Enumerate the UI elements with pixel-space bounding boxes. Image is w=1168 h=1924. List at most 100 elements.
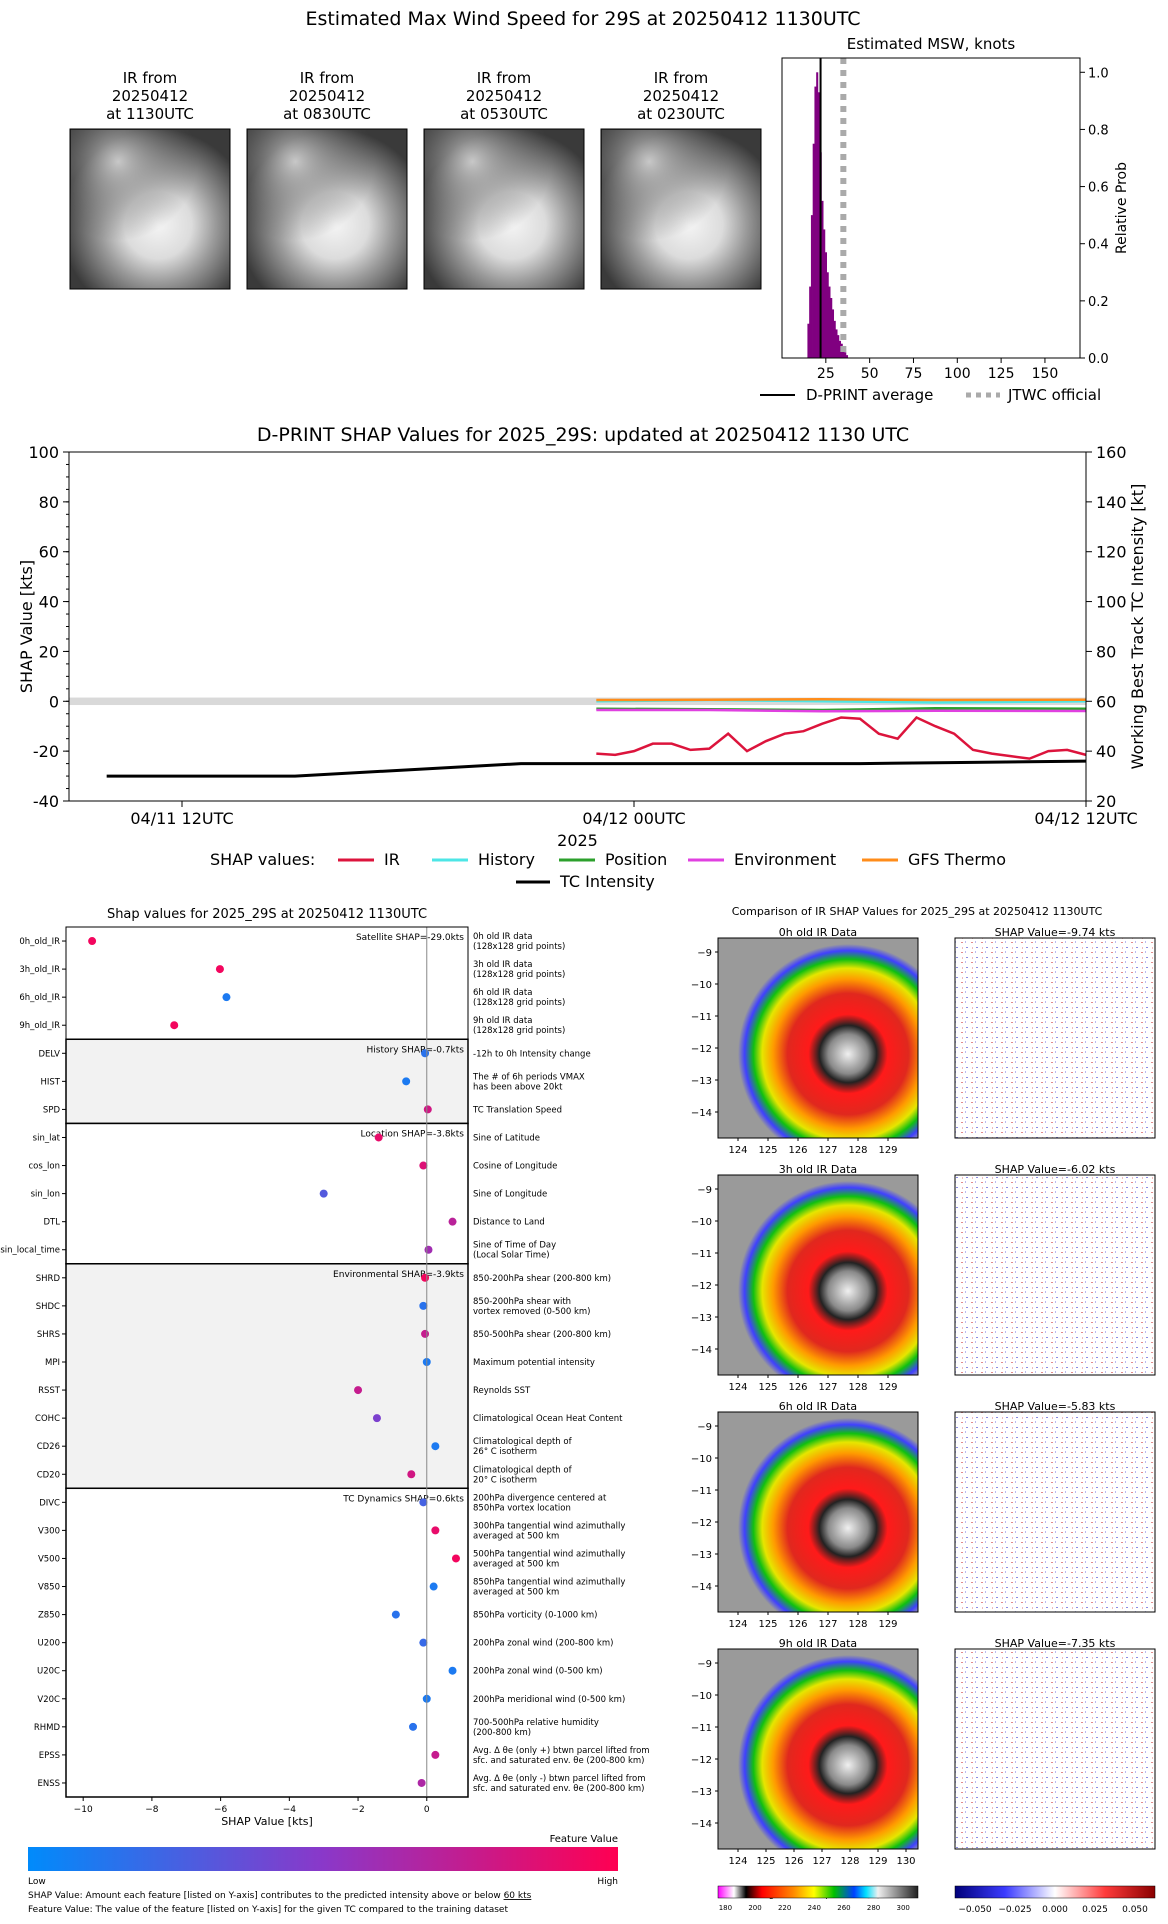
histogram-bar xyxy=(810,215,813,358)
series-line-gfs-thermo xyxy=(596,698,1087,702)
lat-tick-label: −13 xyxy=(691,1313,712,1324)
y-tick-label: 1.0 xyxy=(1088,66,1109,81)
lon-tick-label: 125 xyxy=(758,1145,777,1156)
y-tick-label: 0.8 xyxy=(1088,123,1109,138)
y-right-tick-label: 120 xyxy=(1096,543,1127,562)
ir-thumbnail-cloud-band xyxy=(602,130,760,288)
feature-shap-dot xyxy=(421,1273,430,1282)
feature-name-label: V300 xyxy=(38,1526,60,1536)
y-tick-label: 0.6 xyxy=(1088,181,1109,196)
feature-shap-dot xyxy=(409,1722,418,1731)
lon-tick-label: 124 xyxy=(728,1619,747,1630)
feature-description-line1: Maximum potential intensity xyxy=(473,1358,595,1368)
feature-description-line2: (128x128 grid points) xyxy=(473,998,565,1008)
feature-shap-dot xyxy=(421,1329,430,1338)
lat-tick-label: −10 xyxy=(691,980,712,991)
ir-panel-label-line1: IR from xyxy=(654,69,709,87)
threshold-link: 60 kts xyxy=(504,1891,532,1901)
lon-tick-label: 124 xyxy=(728,1856,747,1867)
histogram-bar xyxy=(817,92,820,359)
feature-description-line2: sfc. and saturated env. θe (200-800 km) xyxy=(473,1756,645,1766)
bt-colorbar-tick: 220 xyxy=(778,1904,791,1912)
lon-tick-label: 125 xyxy=(758,1382,777,1393)
y-tick-label: 0.4 xyxy=(1088,238,1109,253)
shap-colorbar-tick: 0.025 xyxy=(1082,1905,1108,1915)
shap-colorbar-tick: −0.025 xyxy=(998,1905,1031,1915)
histogram-bar xyxy=(842,349,845,358)
y-right-tick-label: 60 xyxy=(1096,692,1116,711)
feature-description-line2: sfc. and saturated env. θe (200-800 km) xyxy=(473,1784,645,1794)
lat-tick-label: −10 xyxy=(691,1691,712,1702)
feature-name-label: RHMD xyxy=(34,1723,61,1733)
feature-group-label: Environmental SHAP=-3.9kts xyxy=(333,1270,464,1280)
legend-dprint-label: D-PRINT average xyxy=(806,386,933,404)
lon-tick-label: 126 xyxy=(788,1619,807,1630)
ir-panel-label-line1: IR from xyxy=(300,69,355,87)
y-left-tick-label: 0 xyxy=(49,692,59,711)
x-tick-label: 25 xyxy=(817,366,835,382)
ir-thumbnail-cloud-band xyxy=(425,130,583,288)
lat-tick-label: −11 xyxy=(691,1486,712,1497)
feature-shap-dot xyxy=(419,1498,428,1507)
feature-description-line2: (128x128 grid points) xyxy=(473,942,565,952)
feature-description-line2: 850hPa vortex location xyxy=(473,1503,571,1513)
y-left-tick-label: 40 xyxy=(39,593,59,612)
feature-group-band xyxy=(65,1122,469,1265)
x-tick-label: 04/12 12UTC xyxy=(1034,809,1137,828)
histogram-bar xyxy=(823,229,826,358)
lon-tick-label: 125 xyxy=(756,1856,775,1867)
lat-tick-label: −9 xyxy=(697,1185,712,1196)
colorbar-title: Feature Value xyxy=(550,1834,618,1845)
legend-label: History xyxy=(478,850,535,869)
legend-label: GFS Thermo xyxy=(908,850,1006,869)
ir-panel-label-line2: 20250412 xyxy=(112,87,188,105)
footnote-feature-value: Feature Value: The value of the feature … xyxy=(28,1905,508,1915)
shap-map-image xyxy=(954,1174,1156,1376)
feature-name-label: SHDC xyxy=(36,1302,60,1312)
lat-tick-label: −12 xyxy=(691,1281,712,1292)
feature-name-label: V20C xyxy=(37,1695,60,1705)
lon-tick-label: 127 xyxy=(818,1382,837,1393)
ir-panel-label-line3: at 0230UTC xyxy=(637,105,725,123)
y-left-tick-label: -40 xyxy=(33,792,59,811)
x-tick-label: −4 xyxy=(283,1805,297,1815)
lon-tick-label: 126 xyxy=(784,1856,803,1867)
tc-intensity-line xyxy=(106,759,1087,778)
y-right-tick-label: 40 xyxy=(1096,742,1116,761)
feature-name-label: EPSS xyxy=(39,1751,60,1761)
feature-description-line1: 200hPa zonal wind (200-800 km) xyxy=(473,1639,613,1649)
feature-description-line1: Reynolds SST xyxy=(473,1386,531,1396)
feature-shap-dot xyxy=(419,1301,428,1310)
feature-name-label: U200 xyxy=(38,1639,60,1649)
ir-panel-label-line3: at 0830UTC xyxy=(283,105,371,123)
feature-description-line1: 9h old IR data xyxy=(473,1016,532,1026)
y-tick-label: 0.0 xyxy=(1088,352,1109,367)
histogram-bar xyxy=(844,352,847,358)
feature-name-label: DELV xyxy=(38,1049,60,1059)
lon-tick-label: 129 xyxy=(878,1382,897,1393)
timeseries-ylabel-right: Working Best Track TC Intensity [kt] xyxy=(1128,484,1147,770)
lat-tick-label: −13 xyxy=(691,1787,712,1798)
lon-tick-label: 126 xyxy=(788,1145,807,1156)
legend-jtwc-label: JTWC official xyxy=(1007,386,1101,404)
feature-description-line1: Cosine of Longitude xyxy=(473,1162,557,1172)
feature-group-label: TC Dynamics SHAP=0.6kts xyxy=(342,1494,464,1504)
feature-description-line1: 500hPa tangential wind azimuthally xyxy=(473,1549,625,1559)
feature-description-line2: 26° C isotherm xyxy=(473,1447,537,1457)
feature-description-line2: vortex removed (0-500 km) xyxy=(473,1307,590,1317)
feature-shap-dot xyxy=(417,1778,426,1787)
series-line-ir xyxy=(596,715,1087,760)
feature-name-label: cos_lon xyxy=(28,1162,60,1172)
feature-description-line1: Avg. Δ θe (only +) btwn parcel lifted fr… xyxy=(473,1746,650,1756)
y-left-tick-label: 80 xyxy=(39,493,59,512)
histogram-bar xyxy=(824,252,827,358)
feature-description-line2: averaged at 500 km xyxy=(473,1588,559,1598)
y-left-tick-label: 100 xyxy=(28,443,59,462)
feature-description-line1: Climatological depth of xyxy=(473,1437,573,1447)
lat-tick-label: −14 xyxy=(691,1345,712,1356)
feature-chart-frame xyxy=(65,926,469,1798)
feature-description-line1: Climatological Ocean Heat Content xyxy=(473,1414,623,1424)
ir-thumbnail-cloud-band xyxy=(248,130,406,288)
